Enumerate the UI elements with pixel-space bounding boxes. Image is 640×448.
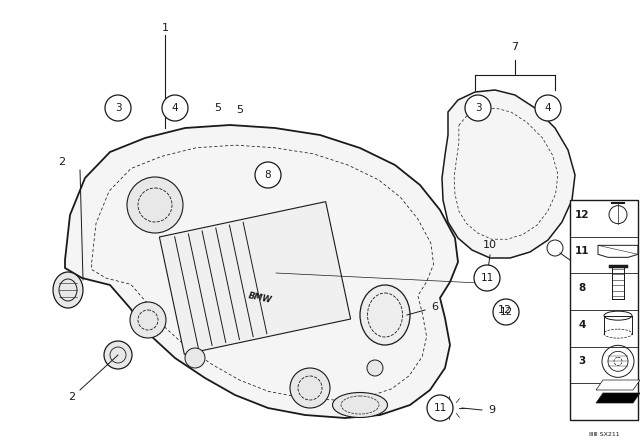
Text: 6: 6 (431, 302, 438, 312)
Polygon shape (65, 125, 458, 418)
Text: 12: 12 (499, 307, 513, 317)
Text: 5: 5 (237, 105, 243, 115)
Circle shape (427, 395, 453, 421)
Ellipse shape (333, 392, 387, 418)
Circle shape (367, 360, 383, 376)
Circle shape (127, 177, 183, 233)
Circle shape (105, 95, 131, 121)
Text: BMW: BMW (247, 291, 273, 305)
Text: 2: 2 (68, 392, 76, 402)
Circle shape (493, 299, 519, 325)
Circle shape (185, 348, 205, 368)
Ellipse shape (53, 272, 83, 308)
Circle shape (474, 265, 500, 291)
Text: 8: 8 (579, 283, 586, 293)
Circle shape (475, 266, 499, 290)
Text: 11: 11 (481, 273, 493, 283)
Text: 5: 5 (214, 103, 221, 113)
Circle shape (535, 95, 561, 121)
Polygon shape (159, 202, 351, 354)
Polygon shape (596, 380, 640, 390)
Text: 3: 3 (579, 356, 586, 366)
Circle shape (255, 162, 281, 188)
Text: 3: 3 (115, 103, 122, 113)
Text: 9: 9 (488, 405, 495, 415)
Ellipse shape (360, 285, 410, 345)
Circle shape (162, 95, 188, 121)
Text: 4: 4 (172, 103, 179, 113)
Circle shape (465, 95, 491, 121)
Text: 7: 7 (511, 42, 518, 52)
Circle shape (104, 341, 132, 369)
Text: 12: 12 (575, 210, 589, 220)
Text: ⅢⅢ SX211: ⅢⅢ SX211 (589, 432, 620, 437)
Circle shape (130, 302, 166, 338)
Text: 8: 8 (265, 170, 271, 180)
Polygon shape (596, 393, 640, 403)
Text: 11: 11 (575, 246, 589, 256)
Text: 4: 4 (545, 103, 551, 113)
Text: 3: 3 (475, 103, 481, 113)
Bar (570, 200, 638, 420)
Text: 4: 4 (579, 320, 586, 330)
Text: 1: 1 (161, 23, 168, 33)
Text: 2: 2 (58, 157, 65, 167)
Circle shape (290, 368, 330, 408)
Text: 12: 12 (498, 305, 512, 315)
Text: 11: 11 (433, 403, 447, 413)
Text: 10: 10 (483, 240, 497, 250)
Polygon shape (442, 90, 575, 258)
